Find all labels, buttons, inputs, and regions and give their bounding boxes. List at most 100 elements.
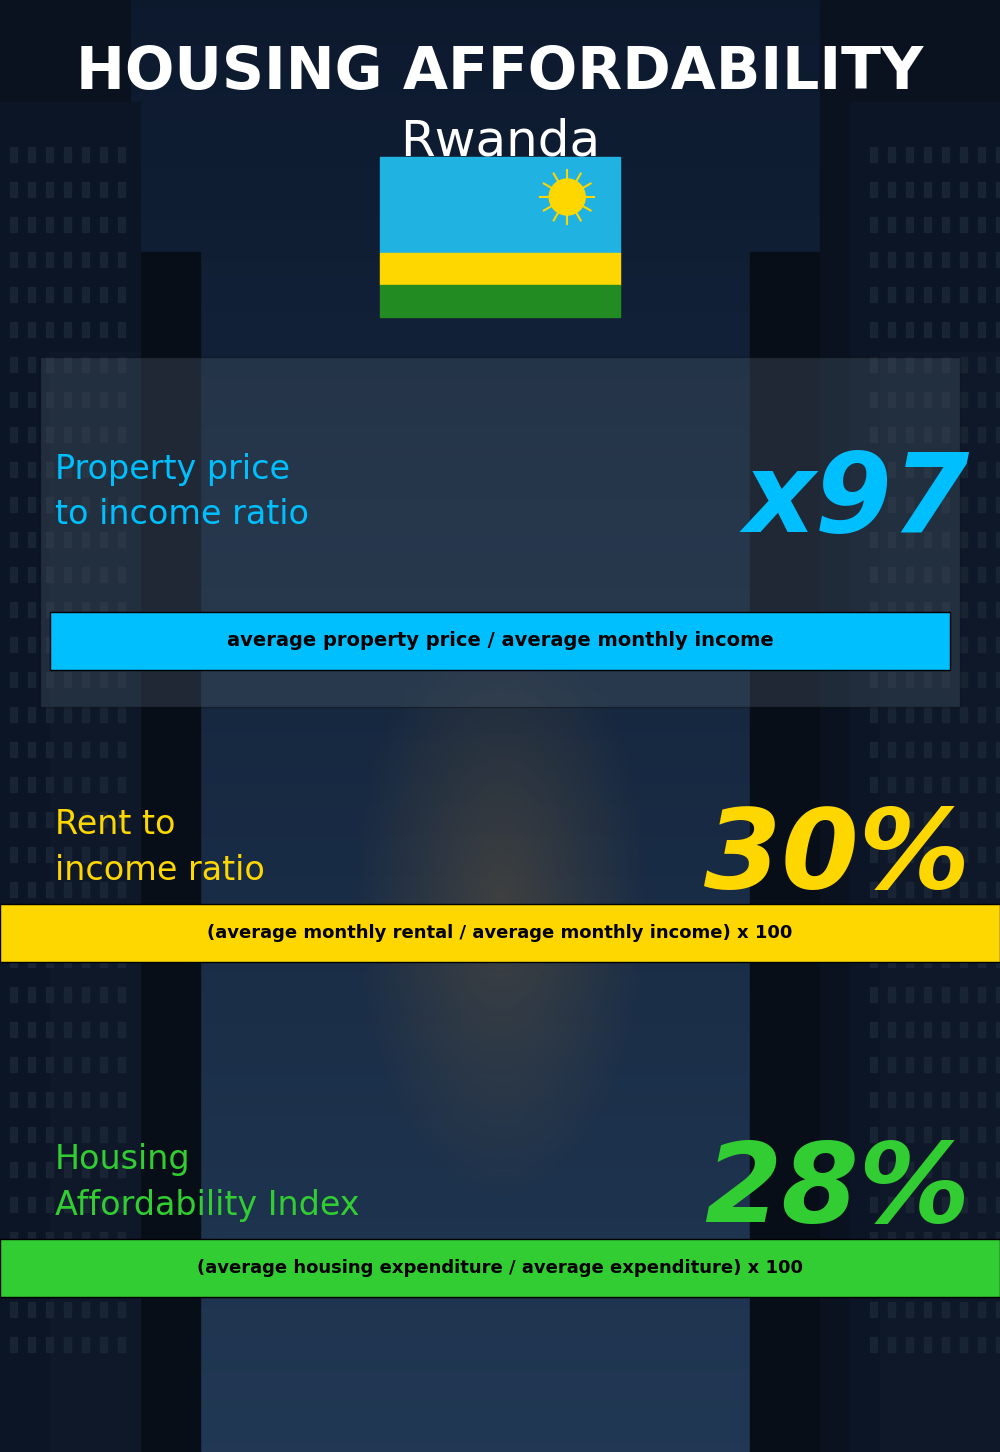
Bar xyxy=(924,1022,931,1037)
Bar xyxy=(100,637,107,652)
Bar xyxy=(64,918,71,932)
Bar xyxy=(906,847,913,862)
Bar xyxy=(100,253,107,267)
Bar xyxy=(46,637,53,652)
Bar xyxy=(82,742,89,756)
Bar xyxy=(996,462,1000,478)
Bar xyxy=(996,147,1000,163)
Bar xyxy=(888,1337,895,1352)
Bar xyxy=(942,287,949,302)
Bar xyxy=(46,1302,53,1317)
Bar xyxy=(960,1022,967,1037)
Bar xyxy=(870,531,877,547)
Bar xyxy=(82,1268,89,1282)
Bar xyxy=(64,847,71,862)
Bar xyxy=(64,462,71,478)
Bar xyxy=(978,672,985,687)
Bar xyxy=(46,427,53,441)
Bar xyxy=(64,1162,71,1178)
Bar xyxy=(888,603,895,617)
Bar xyxy=(82,392,89,407)
Bar xyxy=(996,253,1000,267)
Bar xyxy=(942,1022,949,1037)
Bar xyxy=(906,603,913,617)
Bar xyxy=(888,1196,895,1212)
Bar xyxy=(10,182,17,197)
Bar xyxy=(888,637,895,652)
FancyBboxPatch shape xyxy=(40,357,960,707)
Bar xyxy=(100,1092,107,1106)
Bar xyxy=(906,182,913,197)
Bar xyxy=(996,1127,1000,1143)
Bar xyxy=(924,182,931,197)
Bar xyxy=(64,427,71,441)
Bar xyxy=(906,1268,913,1282)
Bar xyxy=(996,392,1000,407)
Bar xyxy=(46,1092,53,1106)
Bar xyxy=(888,881,895,897)
Bar xyxy=(850,102,1000,1452)
Bar xyxy=(118,147,125,163)
Bar xyxy=(870,392,877,407)
Bar xyxy=(28,987,35,1002)
Bar xyxy=(906,672,913,687)
Bar xyxy=(100,1127,107,1143)
Bar xyxy=(870,1302,877,1317)
Bar xyxy=(118,287,125,302)
Bar xyxy=(906,497,913,513)
Bar xyxy=(28,777,35,791)
Bar xyxy=(870,1127,877,1143)
Bar xyxy=(888,322,895,337)
Bar xyxy=(978,1057,985,1072)
Bar xyxy=(942,603,949,617)
Bar xyxy=(942,1127,949,1143)
Bar xyxy=(82,1092,89,1106)
Bar xyxy=(10,147,17,163)
Bar xyxy=(118,1302,125,1317)
Bar xyxy=(28,427,35,441)
Bar xyxy=(942,147,949,163)
Bar xyxy=(978,1127,985,1143)
Bar xyxy=(28,566,35,582)
Bar xyxy=(924,603,931,617)
Bar xyxy=(870,987,877,1002)
Bar xyxy=(100,322,107,337)
Bar xyxy=(118,497,125,513)
Bar xyxy=(10,1268,17,1282)
Bar xyxy=(942,427,949,441)
Bar xyxy=(942,392,949,407)
Bar xyxy=(28,357,35,372)
Bar xyxy=(870,253,877,267)
Bar xyxy=(82,672,89,687)
Bar xyxy=(28,707,35,722)
Bar xyxy=(996,531,1000,547)
Bar xyxy=(960,812,967,828)
Text: (average housing expenditure / average expenditure) x 100: (average housing expenditure / average e… xyxy=(197,1259,803,1276)
Bar xyxy=(100,881,107,897)
Bar xyxy=(978,1231,985,1247)
Bar xyxy=(46,1022,53,1037)
Bar xyxy=(924,1162,931,1178)
Bar xyxy=(28,392,35,407)
Bar xyxy=(46,918,53,932)
Bar xyxy=(960,462,967,478)
Bar xyxy=(906,1162,913,1178)
Bar xyxy=(996,287,1000,302)
Bar xyxy=(924,531,931,547)
Bar xyxy=(870,1337,877,1352)
Bar xyxy=(870,566,877,582)
Bar xyxy=(978,392,985,407)
Bar xyxy=(10,1057,17,1072)
Bar xyxy=(888,1302,895,1317)
Bar xyxy=(64,881,71,897)
Bar xyxy=(118,531,125,547)
Bar xyxy=(64,1022,71,1037)
Text: 30%: 30% xyxy=(704,803,970,910)
Bar xyxy=(888,847,895,862)
Bar xyxy=(10,462,17,478)
Bar xyxy=(888,287,895,302)
Bar xyxy=(82,253,89,267)
Bar xyxy=(10,1022,17,1037)
Bar xyxy=(118,918,125,932)
Bar xyxy=(888,742,895,756)
